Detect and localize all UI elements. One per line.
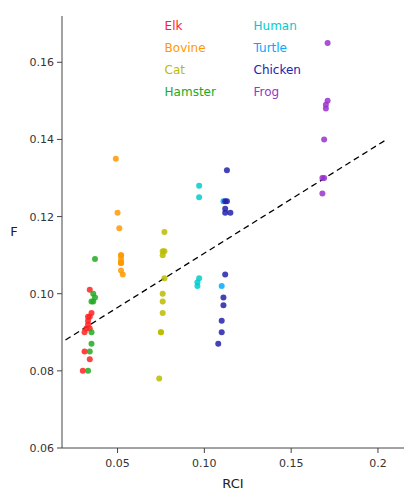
point <box>158 329 164 335</box>
point <box>222 206 228 212</box>
y-tick-label: 0.08 <box>30 365 55 378</box>
y-tick <box>57 216 62 217</box>
chart: 0.05 0.10 0.15 0.2 0.06 0.08 0.10 0.12 0.14 0.16 R… <box>0 0 420 500</box>
series-points <box>113 156 126 278</box>
y-tick <box>57 448 62 449</box>
y-tick-label: 0.06 <box>30 442 55 455</box>
point <box>89 341 95 347</box>
point <box>87 349 93 355</box>
point <box>120 271 126 277</box>
point <box>158 329 164 335</box>
point <box>85 368 91 374</box>
series-points <box>319 40 330 196</box>
point <box>89 329 95 335</box>
point <box>118 252 124 258</box>
legend-entry: Hamster <box>165 85 216 99</box>
legend-entry: Chicken <box>254 63 301 77</box>
point <box>227 210 233 216</box>
series-points <box>194 183 202 289</box>
y-tick <box>57 370 62 371</box>
point <box>222 271 228 277</box>
legend-entry: Turtle <box>253 41 287 55</box>
fit-line <box>65 139 386 340</box>
legend-entry: Cat <box>165 63 186 77</box>
point <box>156 376 162 382</box>
series-points <box>215 167 233 347</box>
x-tick-label: 0.2 <box>369 457 387 470</box>
point <box>325 98 331 104</box>
x-tick <box>204 448 205 453</box>
series-points <box>156 229 167 382</box>
x-axis-line <box>62 448 404 449</box>
x-tick <box>291 448 292 453</box>
y-tick-label: 0.10 <box>30 288 55 301</box>
x-tick-label: 0.05 <box>105 457 130 470</box>
point <box>87 356 93 362</box>
point <box>219 318 225 324</box>
point <box>325 40 331 46</box>
point <box>224 167 230 173</box>
legend-entry: Elk <box>165 19 183 33</box>
chart-container: 0.05 0.10 0.15 0.2 0.06 0.08 0.10 0.12 0.14 0.16 R… <box>0 0 420 500</box>
y-axis-line <box>62 16 63 448</box>
point <box>319 190 325 196</box>
point <box>196 194 202 200</box>
y-tick-label: 0.16 <box>30 56 55 69</box>
y-axis-label: F <box>10 224 17 239</box>
point <box>82 349 88 355</box>
point <box>219 283 225 289</box>
axes: 0.05 0.10 0.15 0.2 0.06 0.08 0.10 0.12 0.14 0.16 <box>30 16 405 470</box>
x-tick-label: 0.15 <box>279 457 304 470</box>
point <box>224 198 230 204</box>
x-tick <box>377 448 378 453</box>
x-axis-label: RCI <box>222 476 243 491</box>
point <box>116 225 122 231</box>
point <box>220 295 226 301</box>
legend: Elk Bovine Cat Hamster Human Turtle Chicken Fro… <box>165 19 301 99</box>
y-tick <box>57 139 62 140</box>
point <box>220 302 226 308</box>
point <box>219 329 225 335</box>
marks <box>65 40 386 382</box>
legend-entry: Bovine <box>165 41 206 55</box>
point <box>80 368 86 374</box>
legend-entry: Human <box>254 19 297 33</box>
point <box>92 295 98 301</box>
point <box>160 298 166 304</box>
x-tick <box>117 448 118 453</box>
y-tick-label: 0.12 <box>30 211 55 224</box>
point <box>115 210 121 216</box>
point <box>160 291 166 297</box>
point <box>215 341 221 347</box>
y-tick-label: 0.14 <box>30 133 55 146</box>
point <box>196 275 202 281</box>
point <box>321 136 327 142</box>
legend-entry: Frog <box>254 85 280 99</box>
point <box>161 229 167 235</box>
point <box>118 252 124 258</box>
point <box>321 175 327 181</box>
point <box>92 256 98 262</box>
point <box>161 275 167 281</box>
x-tick-label: 0.10 <box>192 457 217 470</box>
point <box>113 156 119 162</box>
point <box>196 183 202 189</box>
y-tick <box>57 62 62 63</box>
series-points <box>85 256 98 374</box>
point <box>89 310 95 316</box>
y-tick <box>57 293 62 294</box>
point <box>161 248 167 254</box>
point <box>160 310 166 316</box>
